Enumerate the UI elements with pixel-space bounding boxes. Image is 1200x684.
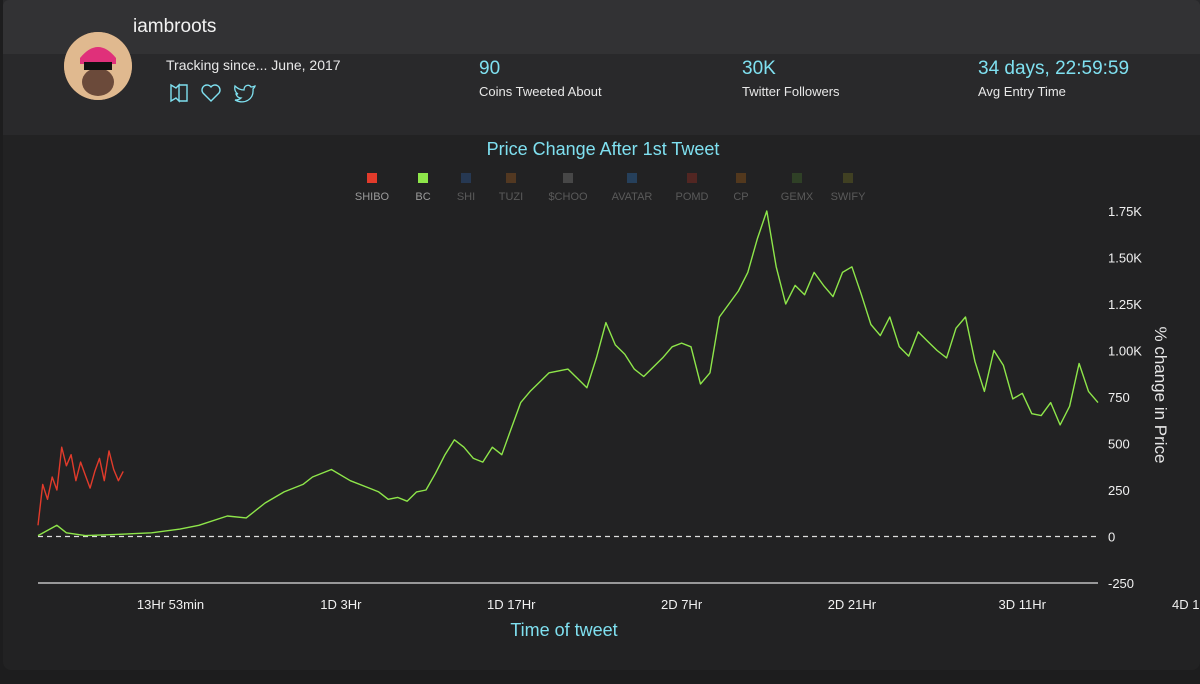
y-tick-label: 1.50K xyxy=(1108,251,1142,266)
legend-label[interactable]: TUZI xyxy=(499,191,523,203)
chart-title: Price Change After 1st Tweet xyxy=(487,139,720,159)
legend-swatch xyxy=(461,173,471,183)
y-tick-label: 1.75K xyxy=(1108,204,1142,219)
tracking-since: Tracking since... June, 2017 xyxy=(166,57,341,73)
legend-label[interactable]: SHIBO xyxy=(355,191,390,203)
x-tick-label: 3D 11Hr xyxy=(999,597,1047,612)
twitter-followers-value: 30K xyxy=(742,58,776,79)
legend-swatch xyxy=(792,173,802,183)
y-tick-label: -250 xyxy=(1108,576,1134,591)
title-bar xyxy=(3,0,1200,54)
x-tick-label: 2D 7Hr xyxy=(661,597,703,612)
y-tick-label: 750 xyxy=(1108,390,1130,405)
avg-entry-time-value: 34 days, 22:59:59 xyxy=(978,58,1130,79)
series-line-bc xyxy=(37,210,1099,537)
twitter-followers-label: Twitter Followers xyxy=(742,84,840,99)
legend-label[interactable]: POMD xyxy=(676,191,709,203)
legend-swatch xyxy=(843,173,853,183)
series-layer xyxy=(37,210,1099,537)
coins-tweeted-label: Coins Tweeted About xyxy=(479,84,602,99)
legend-swatch xyxy=(563,173,573,183)
legend-label[interactable]: AVATAR xyxy=(612,191,653,203)
coins-tweeted-value: 90 xyxy=(479,58,501,79)
heart-icon[interactable] xyxy=(200,82,222,104)
y-tick-label: 0 xyxy=(1108,530,1115,545)
y-axis: -250 0 250 500 750 1.00K 1.25K 1.50K 1.75K xyxy=(38,204,1142,591)
avatar[interactable] xyxy=(64,32,132,100)
x-axis-label: Time of tweet xyxy=(510,620,617,640)
username: iambroots xyxy=(133,16,217,37)
legend-swatch xyxy=(506,173,516,183)
x-tick-label: 2D 21Hr xyxy=(828,597,877,612)
y-tick-label: 1.25K xyxy=(1108,297,1142,312)
avg-entry-time-label: Avg Entry Time xyxy=(978,84,1066,99)
legend-swatch xyxy=(627,173,637,183)
legend-label[interactable]: $CHOO xyxy=(548,191,588,203)
chart-legend: SHIBO BC SHI TUZI $CHOO AVATAR POMD CP GEMX SWIFY xyxy=(355,173,866,203)
x-axis: 13Hr 53min 1D 3Hr 1D 17Hr 2D 7Hr 2D 21Hr 3D 1… xyxy=(137,597,1200,612)
y-tick-label: 250 xyxy=(1108,483,1130,498)
legend-swatch xyxy=(367,173,377,183)
twitter-icon[interactable] xyxy=(233,82,256,104)
x-tick-label: 4D 1Hr xyxy=(1172,597,1200,612)
legend-label[interactable]: BC xyxy=(415,191,430,203)
series-line-shibo xyxy=(37,446,124,526)
legend-swatch xyxy=(687,173,697,183)
x-tick-label: 13Hr 53min xyxy=(137,597,204,612)
legend-label[interactable]: GEMX xyxy=(781,191,814,203)
legend-label[interactable]: CP xyxy=(733,191,748,203)
legend-swatch xyxy=(736,173,746,183)
x-tick-label: 1D 3Hr xyxy=(320,597,362,612)
legend-swatch xyxy=(418,173,428,183)
book-icon[interactable] xyxy=(168,82,190,104)
y-tick-label: 500 xyxy=(1108,437,1130,452)
x-tick-label: 1D 17Hr xyxy=(487,597,536,612)
y-axis-label: % change in Price xyxy=(1151,326,1170,463)
y-tick-label: 1.00K xyxy=(1108,344,1142,359)
legend-label[interactable]: SWIFY xyxy=(831,191,866,203)
legend-label[interactable]: SHI xyxy=(457,191,475,203)
